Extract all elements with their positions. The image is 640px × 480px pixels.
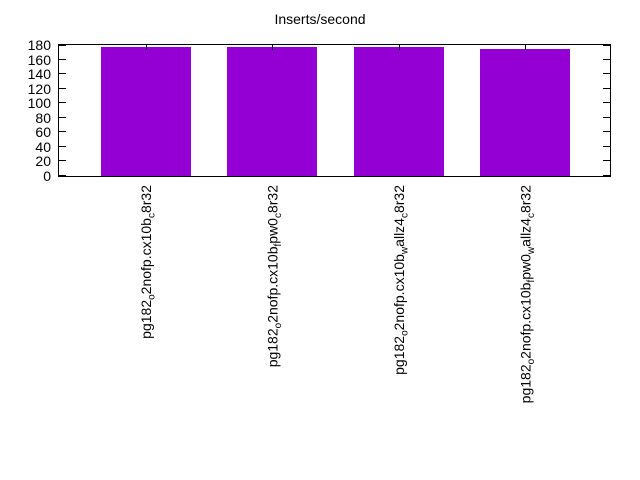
y-axis-tick-label: 100 <box>27 95 51 112</box>
y-tick-mark-right <box>603 131 610 132</box>
y-axis-tick-label: 60 <box>35 124 51 141</box>
y-tick-mark-right <box>603 146 610 147</box>
y-axis-tick-label: 0 <box>43 168 51 184</box>
y-tick-mark-right <box>603 73 610 74</box>
x-axis-label: pg182o2nofp.cx10bfpw0c8r32 <box>264 185 285 368</box>
x-axis-label: pg182o2nofp.cx10bfpw0wallz4c8r32 <box>517 185 537 404</box>
y-tick-mark-left <box>59 102 66 103</box>
y-tick-mark-left <box>59 160 66 161</box>
y-axis-tick-label: 180 <box>27 37 51 53</box>
chart-title: Inserts/second <box>274 11 366 27</box>
y-tick-mark-right <box>603 88 610 89</box>
y-axis-tick-label: 20 <box>35 153 51 170</box>
y-axis-tick-label: 120 <box>27 80 51 97</box>
y-tick-mark-right <box>603 45 610 46</box>
y-tick-mark-right <box>603 160 610 161</box>
x-tick-mark-top <box>272 45 273 50</box>
y-tick-mark-left <box>59 175 66 176</box>
y-tick-mark-right <box>603 59 610 60</box>
bar <box>480 49 570 176</box>
x-tick-mark-top <box>399 45 400 50</box>
y-tick-mark-left <box>59 59 66 60</box>
y-tick-mark-left <box>59 45 66 46</box>
plot-area <box>58 44 611 177</box>
y-tick-mark-right <box>603 102 610 103</box>
y-axis-tick-label: 40 <box>35 138 51 155</box>
y-tick-mark-left <box>59 88 66 89</box>
y-axis-tick-label: 80 <box>35 109 51 126</box>
y-tick-mark-left <box>59 146 66 147</box>
bar <box>101 47 191 176</box>
y-tick-mark-left <box>59 117 66 118</box>
y-tick-mark-left <box>59 73 66 74</box>
y-tick-mark-right <box>603 117 610 118</box>
x-tick-mark-top <box>525 45 526 50</box>
bar <box>354 47 444 176</box>
x-axis-label: pg182o2nofp.cx10bc8r32 <box>138 185 158 339</box>
x-axis-label: pg182o2nofp.cx10bwallz4c8r32 <box>390 185 411 375</box>
y-tick-mark-left <box>59 131 66 132</box>
y-axis-tick-label: 160 <box>27 51 51 68</box>
x-tick-mark-top <box>146 45 147 50</box>
y-axis-tick-label: 140 <box>27 66 51 83</box>
y-tick-mark-right <box>603 175 610 176</box>
bar <box>227 47 317 176</box>
